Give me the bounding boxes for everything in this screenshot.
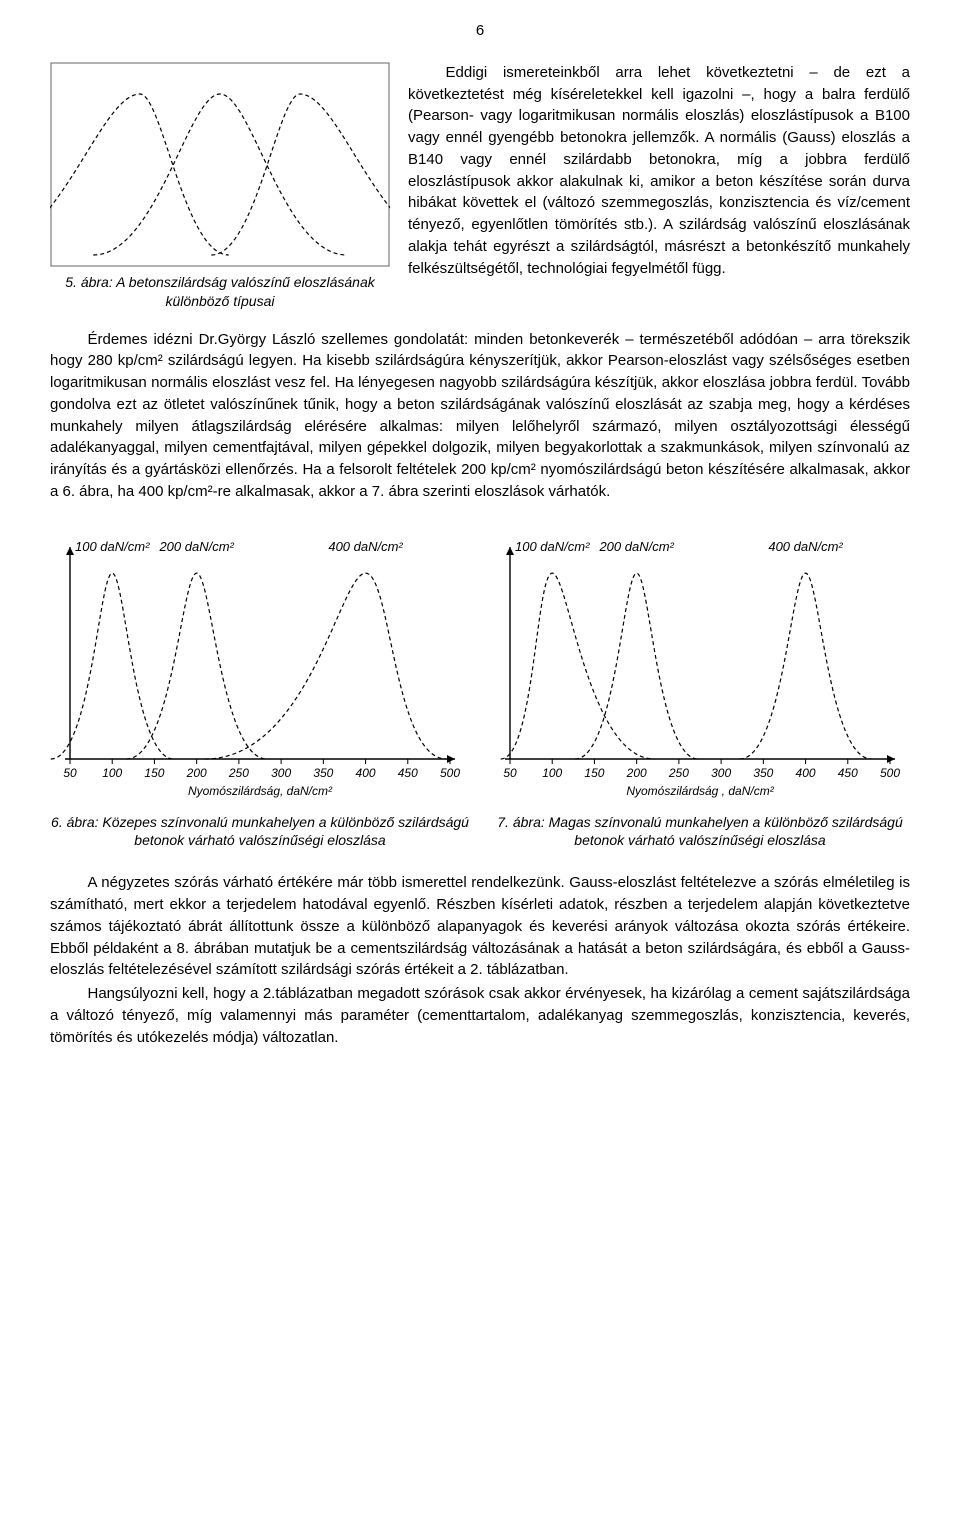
svg-text:500: 500: [440, 766, 460, 780]
svg-text:300: 300: [711, 766, 731, 780]
figure-7-caption: 7. ábra: Magas színvonalú munkahelyen a …: [490, 813, 910, 851]
page-number: 6: [50, 20, 910, 42]
svg-text:100: 100: [102, 766, 122, 780]
svg-text:150: 150: [584, 766, 604, 780]
svg-text:200: 200: [186, 766, 207, 780]
svg-text:100 daN/cm²: 100 daN/cm²: [515, 539, 590, 554]
svg-text:500: 500: [880, 766, 900, 780]
svg-text:300: 300: [271, 766, 291, 780]
svg-text:450: 450: [398, 766, 418, 780]
svg-text:100: 100: [542, 766, 562, 780]
svg-text:100 daN/cm²: 100 daN/cm²: [75, 539, 150, 554]
svg-text:400: 400: [356, 766, 376, 780]
svg-text:400 daN/cm²: 400 daN/cm²: [328, 539, 403, 554]
figure-7-chart: 50 100 150 200 250 300 350 400 450 500 Nyomószilár…: [490, 527, 900, 807]
paragraph-main-2: Érdemes idézni Dr.György László szelleme…: [50, 329, 910, 503]
svg-text:350: 350: [313, 766, 333, 780]
svg-text:200: 200: [626, 766, 647, 780]
svg-text:250: 250: [228, 766, 249, 780]
figure-7-block: 50 100 150 200 250 300 350 400 450 500 Nyomószilár…: [490, 527, 910, 851]
figure-5-caption: 5. ábra: A betonszilárdság valószínű elo…: [50, 273, 390, 311]
paragraph-bottom-2: Hangsúlyozni kell, hogy a 2.táblázatban …: [50, 983, 910, 1048]
figure-5-block: 5. ábra: A betonszilárdság valószínű elo…: [50, 62, 390, 311]
figure-6-chart: 50 100 150 200 250 300 350 400 450 500 Nyomószilár…: [50, 527, 460, 807]
figure-6-block: 50 100 150 200 250 300 350 400 450 500 Nyomószilár…: [50, 527, 470, 851]
svg-text:50: 50: [63, 766, 77, 780]
svg-text:Nyomószilárdság , daN/cm²: Nyomószilárdság , daN/cm²: [626, 784, 774, 798]
svg-text:450: 450: [838, 766, 858, 780]
svg-text:400 daN/cm²: 400 daN/cm²: [768, 539, 843, 554]
svg-text:200 daN/cm²: 200 daN/cm²: [158, 539, 234, 554]
svg-text:250: 250: [668, 766, 689, 780]
figure-5-chart: [50, 62, 390, 267]
svg-text:350: 350: [753, 766, 773, 780]
svg-text:150: 150: [144, 766, 164, 780]
svg-text:200 daN/cm²: 200 daN/cm²: [598, 539, 674, 554]
figure-6-caption: 6. ábra: Közepes színvonalú munkahelyen …: [50, 813, 470, 851]
svg-text:50: 50: [503, 766, 517, 780]
svg-text:400: 400: [796, 766, 816, 780]
svg-text:Nyomószilárdság, daN/cm²: Nyomószilárdság, daN/cm²: [188, 784, 333, 798]
paragraph-bottom-1: A négyzetes szórás várható értékére már …: [50, 872, 910, 981]
